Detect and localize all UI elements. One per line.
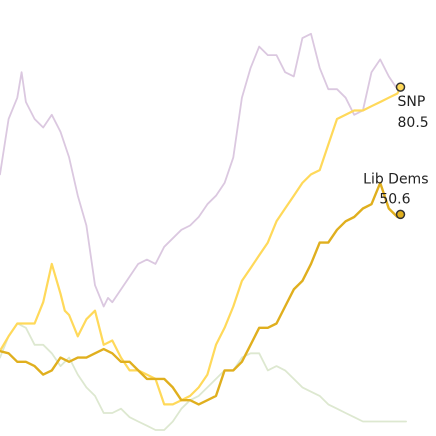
series-line-3 [0,322,408,431]
series-label-1: Lib Dems [363,171,428,187]
series-value-label-0: 80.5 [398,115,429,131]
series-label-0: SNP [398,94,426,110]
series-value-label-1: 50.6 [379,191,410,207]
series-end-marker-1[interactable] [395,209,406,220]
series-end-marker-0[interactable] [395,82,406,92]
series-end-marks: SNP 80.5 Lib Dems 50.6 [363,82,429,220]
series-lines [0,32,408,431]
series-line-2 [0,32,399,308]
series-line-1 [0,181,402,406]
series-line-0 [0,85,402,406]
